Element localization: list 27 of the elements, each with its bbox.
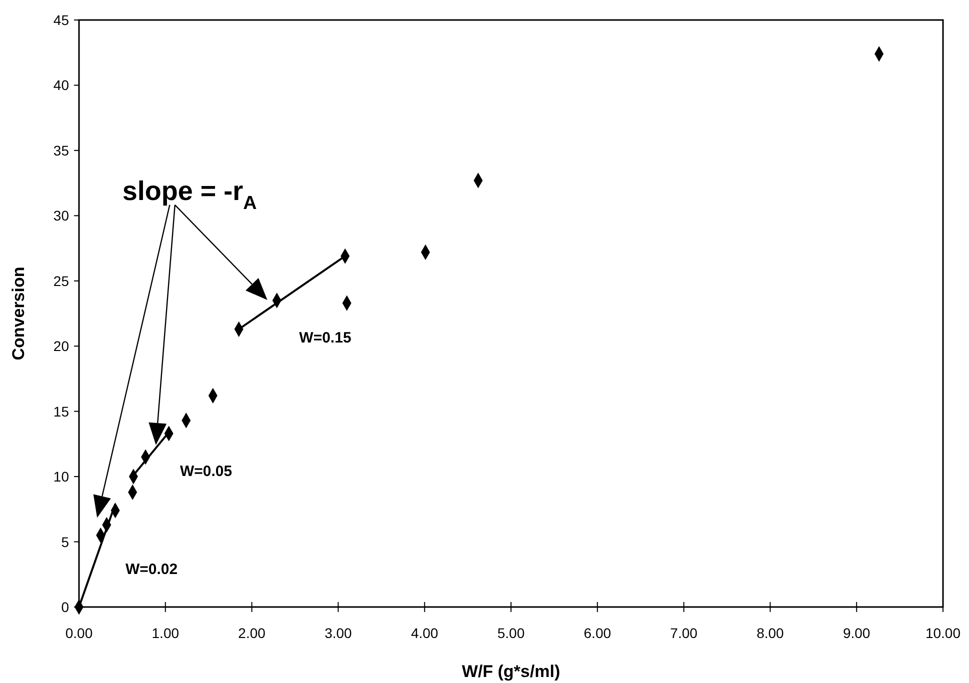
x-tick-label: 8.00 (756, 625, 784, 641)
y-tick-label: 25 (53, 272, 70, 289)
annotation: W=0.02 (126, 560, 178, 578)
x-tick-label: 10.00 (925, 625, 961, 641)
y-tick-label: 40 (53, 77, 70, 94)
annotation: W=0.05 (180, 462, 232, 480)
y-tick-label: 35 (53, 142, 70, 158)
x-tick-label: 4.00 (410, 625, 438, 641)
x-tick-label: 7.00 (670, 625, 698, 641)
annotation: W=0.15 (299, 330, 352, 347)
x-tick-label: 1.00 (152, 625, 180, 641)
x-axis-title: W/F (g*s/ml) (462, 662, 560, 681)
x-tick-label: 9.00 (842, 625, 870, 641)
y-axis-title: Conversion (9, 266, 28, 360)
y-tick-label: 5 (61, 534, 70, 550)
x-tick-label: 2.00 (238, 625, 266, 641)
x-tick-label: 3.00 (324, 625, 352, 641)
annotation: slope = -r$_{A}$ (122, 176, 258, 214)
y-tick-label: 10 (53, 468, 70, 485)
y-tick-label: 0 (61, 599, 70, 615)
x-tick-label: 0.00 (65, 625, 93, 641)
y-tick-label: 45 (53, 12, 70, 28)
y-tick-label: 15 (53, 403, 70, 420)
x-tick-label: 5.00 (497, 625, 525, 641)
x-tick-label: 6.00 (584, 625, 612, 641)
y-tick-label: 30 (53, 208, 70, 224)
y-tick-label: 20 (53, 338, 70, 354)
